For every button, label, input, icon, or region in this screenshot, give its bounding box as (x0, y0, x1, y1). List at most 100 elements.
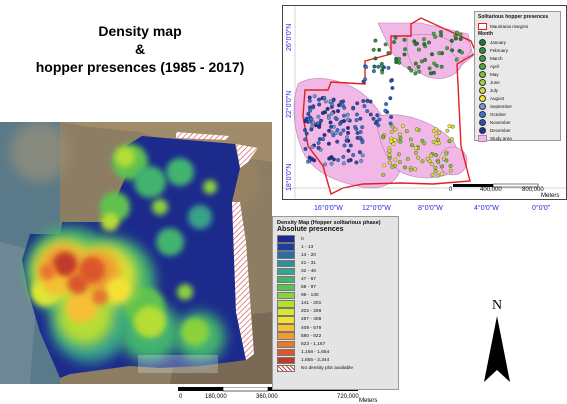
presence-point (351, 106, 356, 111)
density-class-label: 47 - 67 (301, 277, 316, 283)
month-dot-icon (479, 54, 486, 62)
presence-point (358, 135, 362, 140)
month-dot-icon (479, 86, 486, 94)
legend-month-label: February (490, 47, 509, 53)
density-hotspot (152, 199, 168, 215)
presence-point (439, 33, 444, 38)
density-class-label: 580 - 822 (301, 333, 322, 339)
study-area-swatch (478, 134, 487, 142)
main-scale-0: 0 (179, 394, 183, 400)
presence-point (316, 141, 321, 145)
presence-point (427, 40, 431, 45)
presence-point (392, 137, 397, 142)
presence-point (458, 32, 463, 37)
legend-month-label: December (490, 127, 511, 133)
presence-point (307, 95, 312, 100)
presence-point (365, 109, 370, 114)
presence-point (404, 129, 409, 134)
density-no-data-row: No density plot available (277, 364, 394, 373)
presence-point (361, 99, 366, 103)
main-scale-unit: Meters (359, 398, 378, 404)
no-data-area-2 (232, 202, 254, 360)
presence-point (389, 78, 394, 83)
density-legend-title: Density Map (Hopper solitarious phase) (277, 220, 381, 226)
presence-point (439, 64, 444, 69)
legend-boundary-row: Mauritania margins (478, 22, 557, 30)
density-hotspot (40, 264, 56, 280)
presence-point (326, 141, 331, 146)
presence-point (383, 42, 388, 47)
presence-point (336, 109, 340, 114)
presence-point (322, 133, 327, 137)
presence-point (322, 95, 327, 100)
presence-point (436, 138, 440, 142)
main-scale-360k: 360,000 (256, 394, 278, 400)
presence-point (341, 161, 346, 166)
presence-point (375, 113, 380, 118)
north-label: N (491, 298, 503, 313)
density-class-swatch (277, 348, 295, 357)
presence-point (373, 56, 378, 61)
presence-point (360, 125, 365, 130)
density-map (0, 122, 272, 384)
presence-point (445, 128, 450, 133)
month-dot-icon (479, 110, 486, 118)
density-class-swatch (277, 259, 295, 268)
legend-month-row: June (478, 78, 557, 86)
presence-point (312, 94, 317, 99)
inset-lat-tick-18: 18°0'0"N (286, 163, 293, 191)
legend-month-row: November (478, 118, 557, 126)
presence-point (460, 50, 464, 55)
density-class-row: 141 - 201 (277, 300, 394, 308)
presence-point (368, 112, 373, 117)
presence-point (450, 124, 455, 129)
hopper-presence-points (303, 30, 464, 178)
presence-point (414, 127, 419, 132)
density-hotspot (134, 306, 166, 338)
density-hotspot (203, 180, 217, 194)
presence-point (430, 52, 434, 57)
density-hotspot (53, 252, 77, 276)
presence-point (425, 156, 430, 161)
density-class-label: 1,655 - 2,344 (301, 357, 330, 363)
presence-point (402, 52, 407, 57)
presence-point (303, 146, 308, 151)
presence-point (371, 69, 376, 74)
presence-point (320, 111, 325, 115)
density-hotspot (101, 213, 119, 231)
presence-point (403, 165, 407, 170)
legend-month-row: December (478, 126, 557, 134)
density-legend: Density Map (Hopper solitarious phase) A… (272, 216, 399, 390)
presence-point (436, 159, 441, 164)
presence-point (389, 115, 394, 119)
presence-point (311, 120, 316, 125)
presence-point (420, 159, 425, 164)
density-hotspot (156, 228, 184, 256)
presence-point (317, 137, 322, 142)
presence-point (416, 155, 421, 160)
presence-point (434, 141, 439, 146)
inset-lat-tick-22: 22°0'0"N (286, 90, 293, 118)
presence-legend-title: Solitarious hopper presences (478, 14, 549, 20)
presence-point (433, 35, 438, 39)
presence-point (381, 135, 386, 140)
density-class-row: 823 - 1,167 (277, 340, 394, 349)
presence-point (402, 37, 407, 42)
presence-point (445, 46, 450, 51)
presence-point (383, 108, 388, 113)
presence-point (393, 157, 398, 162)
legend-boundary-label: Mauritania margins (490, 23, 529, 29)
month-dot-icon (479, 78, 486, 86)
density-map-canvas (0, 122, 272, 384)
presence-point (358, 130, 363, 134)
density-class-swatch (277, 283, 295, 292)
presence-point (307, 105, 312, 110)
presence-point (413, 61, 418, 66)
presence-point (372, 64, 377, 69)
legend-month-label: March (490, 55, 503, 61)
presence-point (430, 173, 435, 177)
presence-point (345, 135, 349, 140)
presence-point (333, 116, 338, 120)
presence-point (380, 70, 385, 75)
presence-point (390, 164, 395, 169)
